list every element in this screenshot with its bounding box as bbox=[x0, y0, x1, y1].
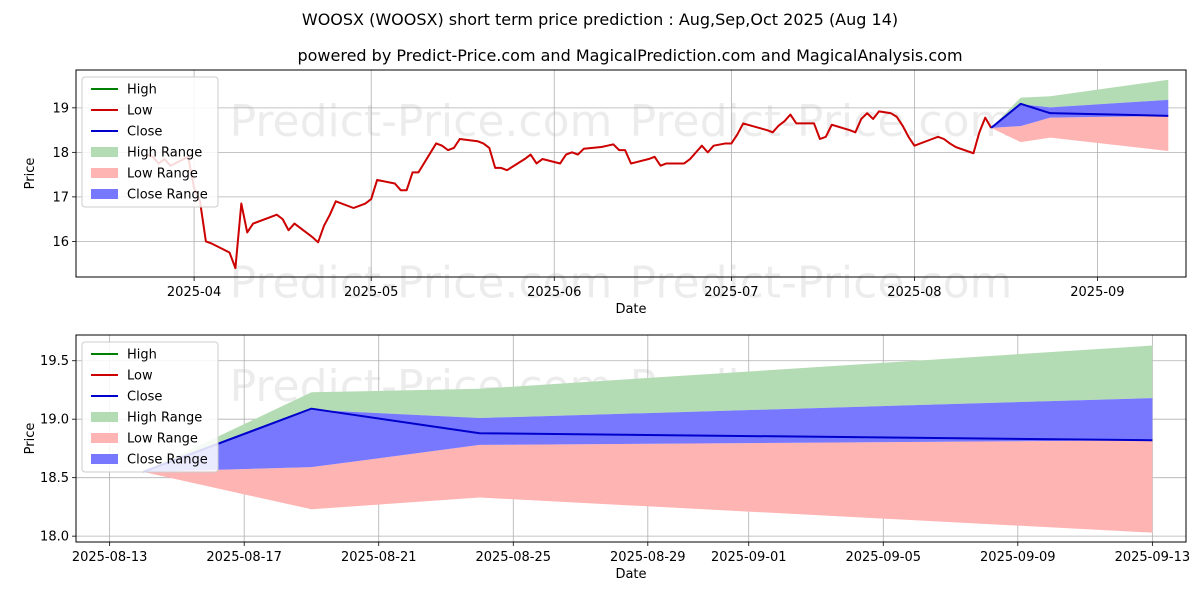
y-tick-label: 17 bbox=[52, 190, 69, 205]
x-tick-label: 2025-09-01 bbox=[711, 550, 787, 565]
x-tick-label: 2025-05 bbox=[344, 285, 398, 300]
legend-swatch-close-range bbox=[91, 454, 118, 464]
high-range-band bbox=[143, 345, 1153, 472]
watermark-text: Predict-Price.com bbox=[230, 258, 613, 309]
y-axis-label: Price bbox=[23, 423, 38, 455]
grid bbox=[76, 70, 1186, 277]
x-tick-label: 2025-09-05 bbox=[845, 550, 921, 565]
legend: High Low Close High Range Low Range Close Ran… bbox=[81, 341, 219, 473]
low-range-band bbox=[991, 115, 1169, 152]
x-axis-label: Date bbox=[615, 567, 646, 582]
axes-frame bbox=[75, 69, 1187, 278]
x-axis-label: Date bbox=[615, 302, 646, 317]
legend-swatch-low-range bbox=[91, 433, 118, 443]
x-tick-label: 2025-04 bbox=[167, 285, 221, 300]
low-price-line bbox=[146, 110, 993, 270]
x-tick-label: 2025-09-13 bbox=[1115, 550, 1191, 565]
legend-label: Close bbox=[127, 390, 162, 405]
chart-subtitle: powered by Predict-Price.com and Magical… bbox=[297, 46, 962, 65]
bottom-panel: Predict-Price.comPredict-Price.com2025-0… bbox=[23, 334, 1191, 582]
close-forecast-line bbox=[142, 407, 1153, 473]
legend-label: High Range bbox=[127, 146, 202, 161]
legend-swatch-close-range bbox=[91, 189, 118, 199]
close-forecast-line bbox=[990, 102, 1169, 129]
legend-label: High bbox=[127, 83, 157, 98]
x-tick-label: 2025-07 bbox=[704, 285, 758, 300]
legend-label: Low bbox=[127, 104, 153, 119]
legend-label: Close Range bbox=[127, 453, 208, 468]
legend-swatch-low-range bbox=[91, 168, 118, 178]
x-tick-label: 2025-06 bbox=[527, 285, 581, 300]
y-tick-label: 16 bbox=[52, 235, 69, 250]
legend-label: Low Range bbox=[127, 432, 198, 447]
y-axis-label: Price bbox=[23, 158, 38, 190]
watermark-text: Predict-Price.com bbox=[230, 96, 613, 147]
x-tick-label: 2025-08-17 bbox=[206, 550, 282, 565]
watermark-text: Predict-Price.com bbox=[630, 258, 1013, 309]
chart-title: WOOSX (WOOSX) short term price predictio… bbox=[302, 10, 898, 29]
x-tick-label: 2025-08 bbox=[887, 285, 941, 300]
legend-label: Close Range bbox=[127, 188, 208, 203]
y-tick-label: 18.0 bbox=[40, 530, 69, 545]
y-tick-label: 19.5 bbox=[40, 354, 69, 369]
axes-frame bbox=[75, 334, 1187, 543]
legend-label: High bbox=[127, 348, 157, 363]
top-panel: Predict-Price.com Predict-Price.com Predic… bbox=[23, 69, 1187, 317]
low-range-band bbox=[143, 440, 1153, 533]
x-tick-label: 2025-08-21 bbox=[341, 550, 417, 565]
legend: High Low Close High Range Low Range Close Ran… bbox=[81, 76, 219, 208]
x-tick-label: 2025-09 bbox=[1070, 285, 1124, 300]
legend-label: High Range bbox=[127, 411, 202, 426]
y-tick-label: 18 bbox=[52, 146, 69, 161]
legend-label: Low Range bbox=[127, 167, 198, 182]
high-range-band bbox=[991, 79, 1169, 128]
legend-swatch-high-range bbox=[91, 412, 118, 422]
y-tick-label: 18.5 bbox=[40, 471, 69, 486]
x-tick-label: 2025-08-13 bbox=[72, 550, 148, 565]
x-tick-label: 2025-08-25 bbox=[475, 550, 551, 565]
legend-label: Low bbox=[127, 369, 153, 384]
x-tick-label: 2025-08-29 bbox=[610, 550, 686, 565]
x-tick-label: 2025-09-09 bbox=[980, 550, 1056, 565]
y-tick-label: 19 bbox=[52, 101, 69, 116]
y-tick-label: 19.0 bbox=[40, 413, 69, 428]
legend-label: Close bbox=[127, 125, 162, 140]
legend-swatch-high-range bbox=[91, 147, 118, 157]
